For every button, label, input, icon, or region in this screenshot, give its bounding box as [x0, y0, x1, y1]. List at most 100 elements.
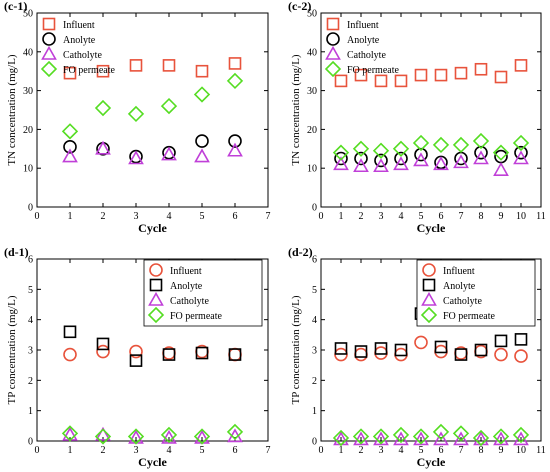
x-tick-label: 9	[499, 211, 504, 222]
x-tick-label: 7	[266, 445, 271, 456]
data-point	[392, 426, 410, 444]
data-point	[334, 74, 348, 88]
data-point	[453, 154, 469, 169]
data-point	[452, 136, 470, 154]
x-tick-label: 7	[266, 211, 271, 222]
data-point	[63, 325, 77, 339]
legend-marker	[422, 278, 436, 292]
data-point	[432, 423, 450, 441]
legend-marker	[148, 291, 164, 306]
legend-marker	[326, 17, 340, 31]
data-point	[128, 150, 144, 165]
data-point	[127, 105, 145, 123]
data-point	[332, 144, 350, 161]
y-tick-label: 3	[312, 346, 317, 357]
x-tick-label: 5	[200, 211, 205, 222]
y-tick-label: 40	[307, 47, 317, 58]
x-tick-label: 5	[419, 211, 424, 222]
data-point	[162, 59, 176, 72]
data-point	[96, 344, 110, 359]
x-tick-label: 6	[439, 211, 444, 222]
x-tick-label: 10	[516, 445, 526, 456]
data-point	[354, 151, 368, 166]
data-point	[372, 142, 390, 159]
legend-label: Anolyte	[443, 281, 476, 292]
data-point	[228, 347, 242, 362]
y-tick-label: 2	[312, 376, 317, 387]
legend: Influent Anolyte Catholyte FO permeate	[416, 259, 536, 327]
series-catholyte	[62, 140, 243, 165]
y-tick-label: 50	[307, 9, 317, 20]
data-point	[434, 68, 448, 82]
y-tick-label: 20	[307, 125, 317, 136]
data-point	[512, 134, 530, 152]
y-tick-label: 5	[312, 285, 317, 296]
data-point	[193, 86, 211, 103]
data-point	[195, 64, 209, 78]
data-point	[513, 150, 529, 165]
x-tick-label: 6	[233, 211, 238, 222]
y-tick-label: 10	[23, 164, 33, 175]
data-point	[432, 136, 450, 154]
legend-marker	[325, 45, 341, 60]
data-point	[96, 337, 110, 351]
data-point	[94, 99, 112, 117]
x-tick-label: 3	[134, 211, 139, 222]
legend-marker	[420, 306, 438, 324]
data-point	[452, 425, 470, 442]
y-axis-title: TN concentration (mg/L)	[6, 54, 18, 166]
series-fo-permeate	[332, 423, 530, 447]
data-point	[394, 74, 408, 88]
x-tick-label: 2	[359, 445, 364, 456]
data-point	[493, 162, 509, 176]
data-point	[394, 343, 408, 357]
data-point	[472, 132, 490, 150]
x-tick-label: 1	[68, 445, 73, 456]
data-point	[129, 354, 143, 367]
panel-c-2: (c-2) 0 1 2 3 4 5 6 7 8 9 10 11 0 10 20 30 40 50 Cycle TN co…	[288, 0, 546, 235]
series-catholyte	[333, 150, 529, 176]
x-tick-label: 8	[479, 211, 484, 222]
x-tick-label: 1	[339, 445, 344, 456]
data-point	[63, 347, 77, 362]
data-point	[394, 347, 408, 362]
data-point	[354, 68, 368, 82]
x-tick-label: 8	[479, 445, 484, 456]
y-tick-label: 0	[312, 437, 317, 448]
data-point	[228, 134, 242, 148]
legend-label: Anolyte	[170, 281, 203, 292]
data-point	[514, 349, 528, 363]
data-point	[195, 346, 209, 360]
legend-marker	[42, 32, 56, 46]
x-axis-title: Cycle	[138, 221, 167, 235]
y-tick-label: 10	[307, 164, 317, 175]
y-tick-label: 30	[307, 86, 317, 97]
x-axis-title: Cycle	[417, 221, 446, 235]
data-point	[414, 68, 428, 82]
panel-label: (c-1)	[4, 0, 27, 13]
y-tick-label: 40	[23, 47, 33, 58]
data-point	[514, 59, 528, 72]
data-point	[434, 344, 448, 359]
data-point	[332, 429, 350, 447]
y-axis-title: TN concentration (mg/L)	[290, 54, 302, 166]
data-point	[161, 146, 177, 161]
data-point	[352, 428, 370, 445]
x-tick-label: 4	[167, 445, 172, 456]
data-point	[433, 156, 449, 171]
x-tick-label: 0	[319, 211, 324, 222]
data-point	[61, 425, 79, 442]
x-tick-label: 7	[459, 445, 464, 456]
data-point	[160, 426, 178, 444]
series-influent	[63, 344, 242, 362]
data-point	[393, 156, 409, 171]
legend-label: Anolyte	[347, 35, 380, 46]
data-point	[195, 134, 209, 148]
legend-label: FO permeate	[170, 311, 222, 322]
data-point	[127, 428, 145, 445]
y-tick-label: 20	[23, 125, 33, 136]
series-fo-permeate	[332, 132, 530, 161]
data-point	[63, 140, 77, 154]
data-point	[62, 148, 78, 163]
